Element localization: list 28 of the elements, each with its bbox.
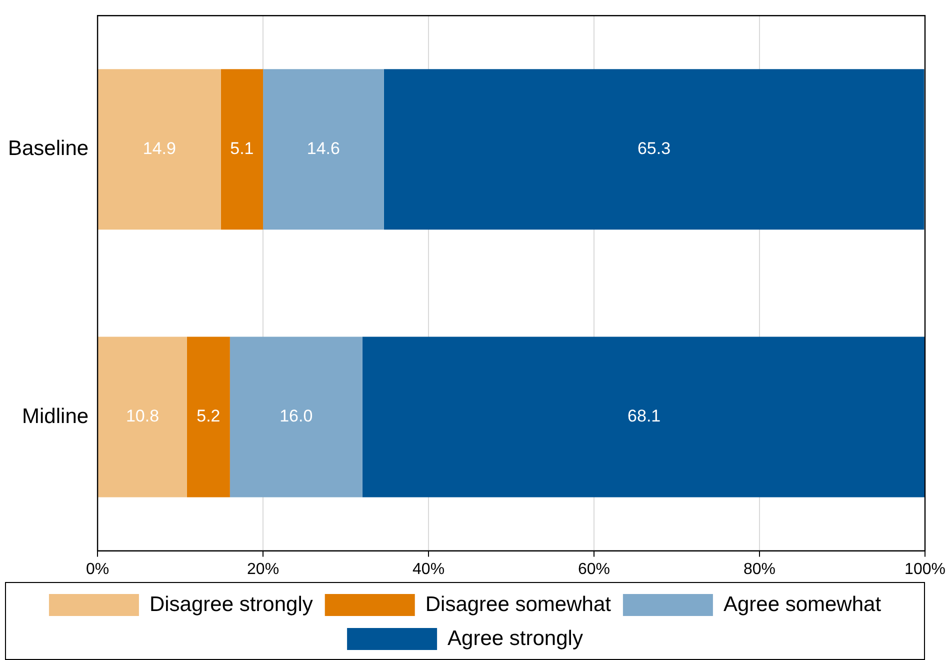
y-tick-label: Midline bbox=[22, 404, 89, 428]
data-label: 5.1 bbox=[230, 139, 254, 158]
x-tick-label: 40% bbox=[412, 560, 445, 578]
bar bbox=[98, 336, 187, 498]
data-label: 14.9 bbox=[142, 139, 176, 158]
x-tick-label: 100% bbox=[904, 560, 946, 578]
bar bbox=[98, 69, 221, 230]
bar bbox=[220, 69, 264, 230]
data-label: 68.1 bbox=[628, 406, 661, 426]
bar bbox=[230, 336, 362, 498]
bar bbox=[186, 336, 230, 498]
x-tick-label: 80% bbox=[743, 560, 776, 578]
bar bbox=[263, 69, 384, 230]
legend-label: Agree somewhat bbox=[723, 592, 882, 616]
bar bbox=[384, 69, 924, 230]
data-label: 14.6 bbox=[306, 139, 340, 158]
legend-label: Agree strongly bbox=[448, 626, 584, 650]
x-tick-label: 20% bbox=[247, 560, 280, 578]
data-label: 5.2 bbox=[196, 406, 220, 426]
bar bbox=[362, 336, 925, 498]
x-tick-label: 0% bbox=[86, 560, 110, 578]
legend-label: Disagree strongly bbox=[149, 592, 314, 616]
data-label: 10.8 bbox=[126, 406, 160, 426]
legend-label: Disagree somewhat bbox=[425, 592, 612, 616]
y-tick-label: Baseline bbox=[8, 137, 89, 160]
x-tick-label: 60% bbox=[578, 560, 610, 578]
data-label: 16.0 bbox=[280, 406, 313, 426]
data-label: 65.3 bbox=[637, 139, 671, 158]
